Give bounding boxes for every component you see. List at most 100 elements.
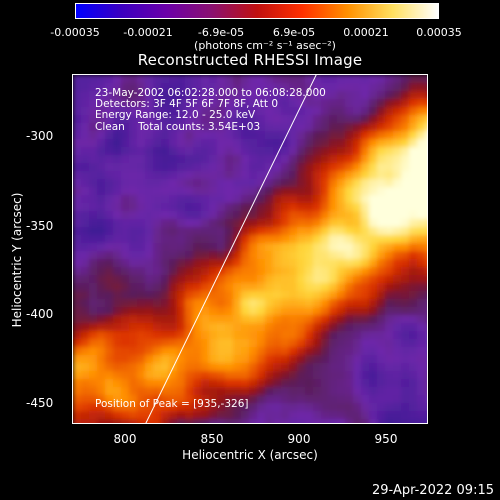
heatmap-cell: [425, 187, 427, 196]
heatmap-cell: [233, 379, 242, 388]
heatmap-cell: [185, 371, 194, 380]
heatmap-cell: [193, 251, 202, 260]
heatmap-cell: [393, 355, 402, 364]
heatmap-cell: [193, 267, 202, 276]
heatmap-cell: [313, 379, 322, 388]
heatmap-cell: [169, 379, 178, 388]
heatmap-cell: [329, 179, 338, 188]
heatmap-cell: [257, 83, 266, 92]
heatmap-cell: [257, 107, 266, 116]
heatmap-cell: [385, 91, 394, 100]
heatmap-cell: [257, 219, 266, 228]
heatmap-cell: [233, 243, 242, 252]
heatmap-cell: [73, 307, 82, 316]
heatmap-cell: [233, 419, 242, 423]
heatmap-cell: [289, 419, 298, 423]
heatmap-cell: [393, 139, 402, 148]
heatmap-cell: [297, 291, 306, 300]
heatmap-cell: [177, 363, 186, 372]
heatmap-cell: [137, 203, 146, 212]
heatmap-cell: [153, 251, 162, 260]
heatmap-cell: [401, 243, 410, 252]
heatmap-cell: [377, 99, 386, 108]
heatmap-cell: [169, 75, 178, 84]
heatmap-cell: [129, 195, 138, 204]
heatmap-cell: [169, 331, 178, 340]
heatmap-cell: [185, 179, 194, 188]
heatmap-cell: [73, 419, 82, 423]
heatmap-cell: [113, 259, 122, 268]
heatmap-cell: [177, 243, 186, 252]
heatmap-cell: [297, 299, 306, 308]
heatmap-cell: [257, 299, 266, 308]
heatmap-cell: [137, 395, 146, 404]
heatmap-cell: [81, 99, 90, 108]
heatmap-cell: [97, 99, 106, 108]
heatmap-cell: [417, 419, 426, 423]
heatmap-cell: [161, 395, 170, 404]
heatmap-cell: [233, 283, 242, 292]
heatmap-cell: [217, 91, 226, 100]
heatmap-cell: [393, 131, 402, 140]
heatmap-cell: [377, 155, 386, 164]
heatmap-cell: [417, 131, 426, 140]
heatmap-cell: [345, 347, 354, 356]
heatmap-cell: [265, 371, 274, 380]
heatmap-cell: [137, 155, 146, 164]
heatmap-cell: [161, 371, 170, 380]
heatmap-cell: [297, 235, 306, 244]
heatmap-cell: [337, 291, 346, 300]
heatmap-cell: [329, 115, 338, 124]
heatmap-cell: [89, 195, 98, 204]
heatmap-cell: [369, 259, 378, 268]
heatmap-cell: [361, 123, 370, 132]
heatmap-cell: [369, 419, 378, 423]
heatmap-cell: [409, 363, 418, 372]
heatmap-cell: [193, 195, 202, 204]
heatmap-cell: [377, 179, 386, 188]
heatmap-cell: [89, 163, 98, 172]
heatmap-cell: [185, 267, 194, 276]
heatmap-cell: [225, 147, 234, 156]
heatmap-cell: [233, 371, 242, 380]
heatmap-cell: [113, 235, 122, 244]
heatmap-cell: [257, 411, 266, 420]
heatmap-cell: [217, 235, 226, 244]
heatmap-cell: [161, 219, 170, 228]
heatmap-cell: [89, 411, 98, 420]
heatmap-cell: [137, 307, 146, 316]
heatmap-cell: [145, 147, 154, 156]
x-axis-label: Heliocentric X (arcsec): [182, 448, 318, 462]
heatmap-cell: [289, 99, 298, 108]
heatmap-cell: [201, 123, 210, 132]
heatmap-cell: [345, 251, 354, 260]
heatmap-cell: [297, 179, 306, 188]
heatmap-cell: [409, 235, 418, 244]
heatmap-cell: [81, 339, 90, 348]
heatmap-cell: [177, 147, 186, 156]
heatmap-cell: [313, 83, 322, 92]
heatmap-cell: [113, 115, 122, 124]
heatmap-cell: [185, 123, 194, 132]
heatmap-cell: [113, 379, 122, 388]
heatmap-cell: [209, 419, 218, 423]
heatmap-cell: [105, 147, 114, 156]
heatmap-cell: [425, 307, 427, 316]
heatmap-cell: [193, 235, 202, 244]
heatmap-cell: [153, 267, 162, 276]
heatmap-cell: [217, 139, 226, 148]
heatmap-cell: [217, 99, 226, 108]
heatmap-cell: [321, 147, 330, 156]
heatmap-cell: [281, 347, 290, 356]
heatmap-cell: [73, 387, 82, 396]
heatmap-cell: [225, 171, 234, 180]
heatmap-cell: [321, 411, 330, 420]
heatmap-cell: [249, 171, 258, 180]
heatmap-cell: [209, 379, 218, 388]
heatmap-cell: [129, 387, 138, 396]
heatmap-cell: [185, 155, 194, 164]
heatmap-cell: [73, 339, 82, 348]
heatmap-cell: [97, 155, 106, 164]
heatmap-cell: [321, 355, 330, 364]
heatmap-cell: [305, 259, 314, 268]
